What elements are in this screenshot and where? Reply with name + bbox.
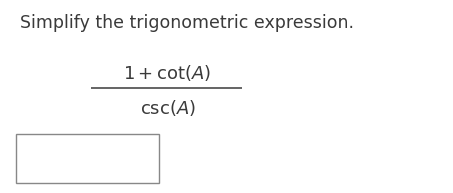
Text: $\mathregular{1 + cot(}$$\mathit{A}$$\mathregular{)}$: $\mathregular{1 + cot(}$$\mathit{A}$$\ma… (124, 63, 212, 83)
Bar (16, 134, 159, 183)
Text: $\mathregular{csc(}$$\mathit{A}$$\mathregular{)}$: $\mathregular{csc(}$$\mathit{A}$$\mathre… (140, 98, 196, 118)
Text: Simplify the trigonometric expression.: Simplify the trigonometric expression. (20, 14, 354, 31)
